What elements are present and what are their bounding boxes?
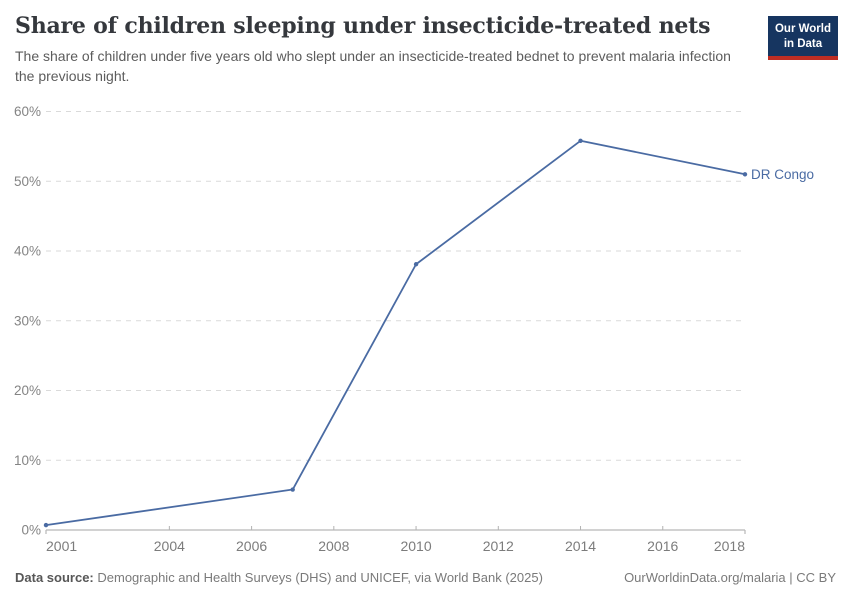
x-tick-label: 2006: [236, 538, 267, 554]
x-tick-label: 2012: [483, 538, 514, 554]
data-line[interactable]: [45, 139, 746, 527]
x-tick-label: 2016: [647, 538, 678, 554]
x-tick-label: 2008: [318, 538, 349, 554]
y-tick-label: 60%: [14, 104, 41, 119]
x-tick-label: 2014: [565, 538, 596, 554]
data-source-text: Demographic and Health Surveys (DHS) and…: [97, 570, 543, 585]
header-text: Share of children sleeping under insecti…: [15, 13, 733, 87]
y-tick-label: 20%: [14, 383, 41, 398]
data-point[interactable]: [43, 522, 49, 528]
y-tick-label: 50%: [14, 174, 41, 189]
x-tick-label: 2010: [400, 538, 431, 554]
y-tick-label: 40%: [14, 244, 41, 259]
page-title: Share of children sleeping under insecti…: [15, 13, 711, 39]
chart-subtitle: The share of children under five years o…: [15, 48, 731, 85]
x-tick-label: 2001: [46, 538, 77, 554]
y-tick-label: 10%: [14, 453, 41, 468]
line-chart-svg[interactable]: 0% 10% 20% 30% 40% 50% 60% 2001 2004 2006 2008 2010…: [0, 95, 850, 565]
logo-line1: Our World: [774, 23, 831, 35]
x-tick-label: 2018: [714, 538, 745, 554]
credit-link[interactable]: OurWorldinData.org/malaria | CC BY: [624, 570, 836, 585]
x-tick-label: 2004: [154, 538, 185, 554]
chart-header: Share of children sleeping under insecti…: [0, 0, 850, 87]
series-label[interactable]: DR Congo: [751, 167, 814, 182]
y-tick-label: 0%: [21, 523, 41, 538]
data-point[interactable]: [742, 172, 748, 177]
owid-logo: Our World in Data: [767, 16, 838, 60]
data-point[interactable]: [578, 138, 583, 143]
y-tick-label: 30%: [14, 313, 41, 328]
data-point[interactable]: [290, 487, 295, 492]
chart-footer: Data source: Demographic and Health Surv…: [15, 570, 836, 585]
data-source-label: Data source:: [15, 570, 94, 585]
chart-area[interactable]: 0% 10% 20% 30% 40% 50% 60% 2001 2004 2006 2008 2010…: [0, 95, 850, 565]
logo-line2: in Data: [783, 37, 823, 50]
data-point[interactable]: [413, 262, 419, 267]
data-source: Data source: Demographic and Health Surv…: [15, 570, 543, 585]
